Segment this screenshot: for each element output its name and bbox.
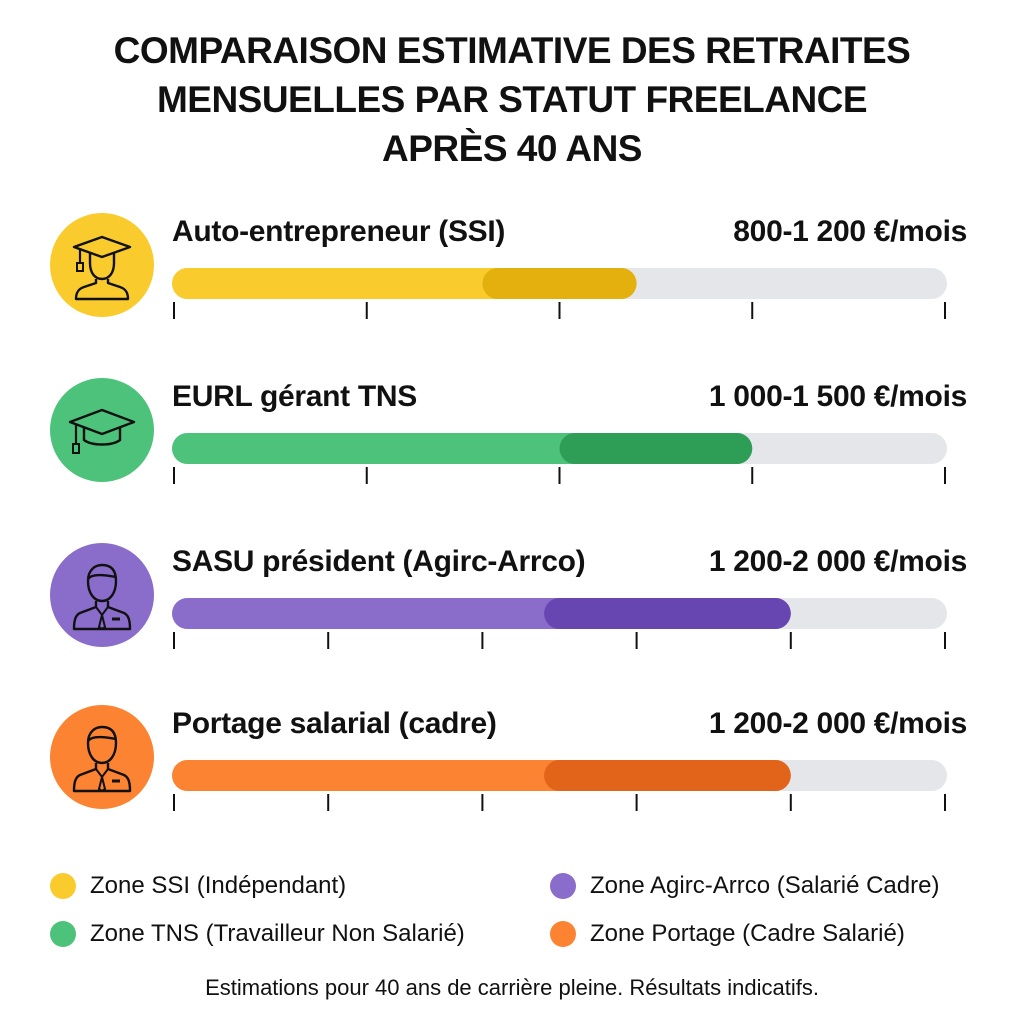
legend-label: Zone SSI (Indépendant) [90, 872, 347, 899]
legend-item-agirc-arrco: Zone Agirc-Arrco (Salarié Cadre) [550, 872, 939, 900]
title-line: MENSUELLES PAR STATUT FREELANCE [156, 79, 868, 120]
legend-swatch [50, 873, 76, 899]
legend-item-ssi: Zone SSI (Indépendant) [50, 872, 346, 900]
status-icon-circle [50, 705, 154, 809]
legend-label: Zone Agirc-Arrco (Salarié Cadre) [590, 872, 940, 899]
tick-label: 2500 [918, 822, 971, 825]
row-range-value: 1 200-2 000 €/mois [708, 545, 967, 578]
legend-item-portage: Zone Portage (Cadre Salarié) [550, 920, 905, 948]
footer-note: Estimations pour 40 ans de carrière plei… [205, 975, 819, 1000]
bar-range-highlight [559, 433, 753, 464]
row-title: EURL gérant TNS [172, 380, 417, 413]
status-icon-circle [50, 213, 154, 317]
legend-swatch [550, 873, 576, 899]
bar-range-highlight [482, 268, 637, 299]
legend-swatch [50, 921, 76, 947]
legend-swatch [550, 921, 576, 947]
legend-label: Zone Portage (Cadre Salarié) [590, 920, 905, 947]
tick-label: 500 [308, 822, 348, 825]
bar-range-highlight [544, 760, 791, 791]
tick-label: 0 [168, 495, 181, 498]
row-range-value: 1 200-2 000 €/mois [708, 707, 967, 740]
graduate-icon [72, 235, 132, 301]
title-line: APRÈS 40 ANS [382, 128, 642, 169]
bar-range-highlight [544, 598, 791, 629]
status-icon-circle [50, 543, 154, 647]
chart-title: COMPARAISON ESTIMATIVE DES RETRAITES MEN… [0, 26, 1024, 173]
legend-label: Zone TNS (Travailleur Non Salarié) [90, 920, 465, 947]
row-range-value: 1 000-1 500 €/mois [708, 380, 967, 413]
title-line: COMPARAISON ESTIMATIVE DES RETRAITES [113, 30, 911, 71]
tick-label: 0 [168, 822, 181, 825]
row-title: Portage salarial (cadre) [172, 707, 497, 740]
tick-label: 500 [347, 330, 387, 333]
tick-label: 0 [168, 660, 181, 663]
status-icon-circle [50, 378, 154, 482]
businessman-icon [72, 725, 132, 793]
row-title: Auto-entrepreneur (SSI) [172, 215, 506, 248]
legend-item-tns: Zone TNS (Travailleur Non Salarié) [50, 920, 465, 948]
graduation-cap-icon [68, 408, 136, 454]
tick-label: 0 [168, 330, 181, 333]
row-title: SASU président (Agirc-Arrco) [172, 545, 586, 578]
businessman-icon [72, 563, 132, 631]
tick-label: 500 [308, 660, 348, 663]
tick-label: 500 [347, 495, 387, 498]
tick-label: 2500 [918, 660, 971, 663]
row-range-value: 800-1 200 €/mois [733, 215, 967, 248]
